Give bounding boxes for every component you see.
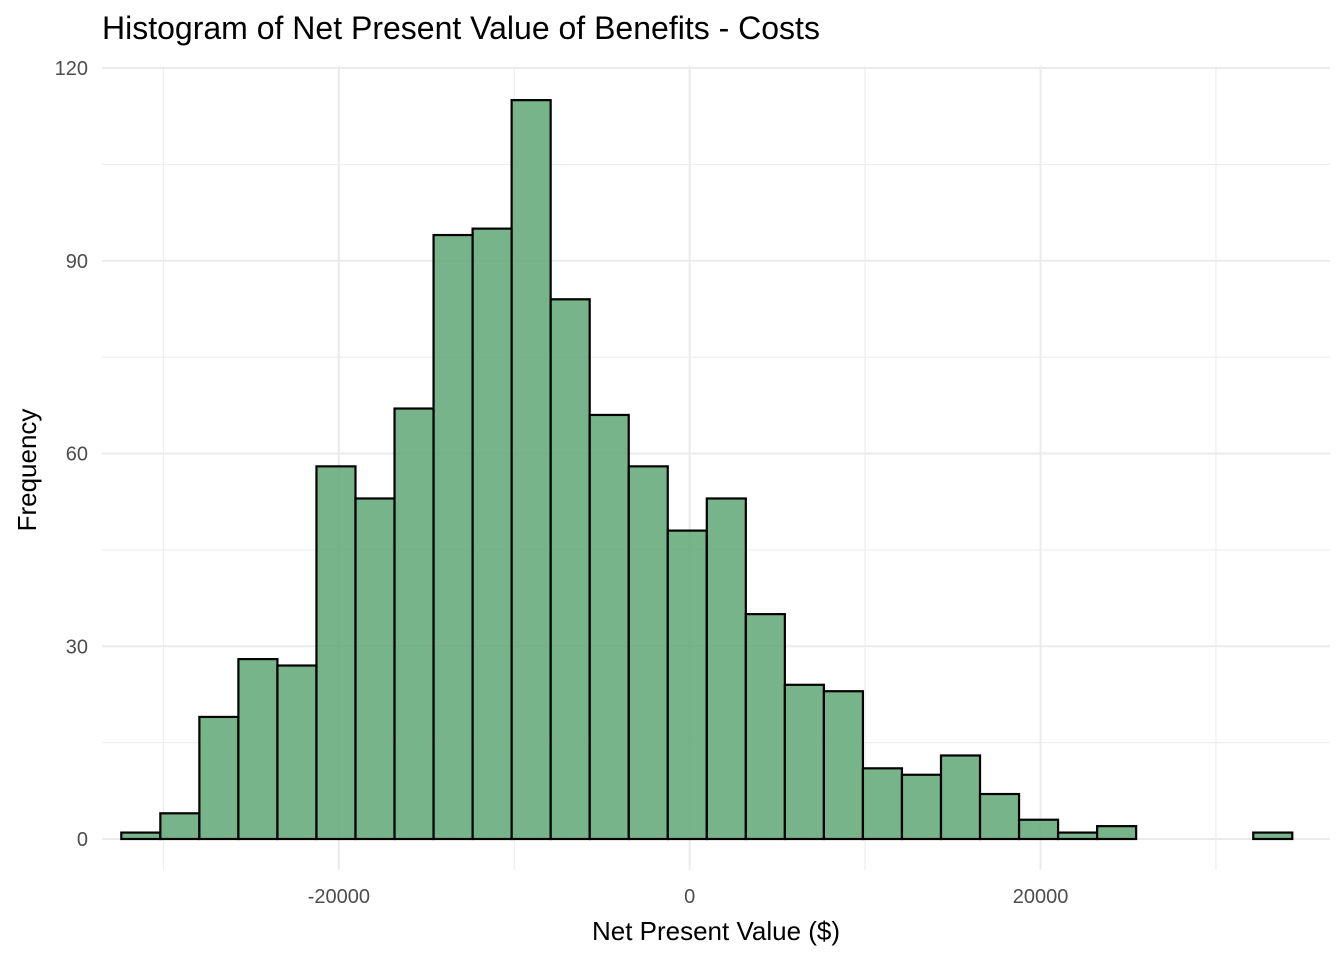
histogram-bar: [822, 690, 865, 841]
histogram-bar: [627, 465, 669, 841]
histogram-bar: [588, 413, 630, 841]
histogram-bar: [549, 298, 591, 841]
histogram-bar: [978, 792, 1021, 841]
histogram-bar: [120, 831, 162, 841]
y-tick-label: 120: [55, 58, 88, 80]
x-tick-label: -20000: [308, 886, 370, 908]
y-tick-label: 30: [66, 636, 88, 658]
histogram-bar: [1096, 825, 1138, 841]
x-tick-label: 20000: [1013, 886, 1069, 908]
histogram-bar: [861, 767, 904, 841]
y-tick-label: 0: [77, 829, 88, 851]
histogram-bar: [783, 683, 825, 841]
y-axis-ticks: 0 30 60 90 120: [55, 58, 88, 851]
chart-title: Histogram of Net Present Value of Benefi…: [102, 10, 820, 46]
histogram-bar: [237, 657, 279, 841]
histogram-bar: [354, 497, 396, 841]
histogram-bar: [432, 233, 474, 841]
histogram-bar: [198, 715, 240, 841]
x-axis-title: Net Present Value ($): [592, 916, 840, 946]
y-tick-label: 90: [66, 251, 88, 273]
y-axis-title: Frequency: [12, 409, 42, 532]
x-tick-label: 0: [684, 886, 695, 908]
histogram-bar: [159, 812, 201, 841]
y-tick-label: 60: [66, 444, 88, 466]
histogram-bar: [315, 465, 357, 841]
histogram-bar: [744, 613, 786, 841]
histogram-bar: [1252, 831, 1294, 841]
histogram-bar: [705, 497, 747, 841]
histogram-bar: [939, 754, 982, 841]
histogram-bar: [471, 227, 513, 841]
histogram-bar: [393, 407, 435, 841]
x-axis-ticks: -20000 0 20000: [308, 886, 1069, 908]
histogram-bar: [1017, 818, 1060, 841]
histogram-bar: [900, 773, 943, 841]
histogram-bar: [276, 664, 318, 841]
histogram-bar: [1056, 831, 1099, 841]
histogram-bars: [120, 99, 1294, 841]
histogram-bar: [666, 529, 708, 841]
histogram-bar: [510, 99, 552, 841]
